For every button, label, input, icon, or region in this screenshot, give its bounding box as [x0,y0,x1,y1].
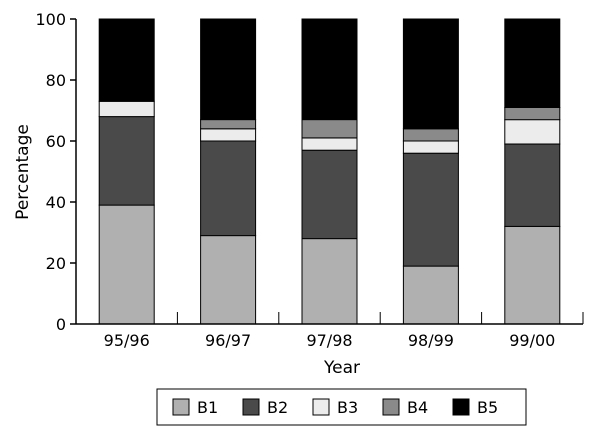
bar-b1-98-99 [402,265,459,325]
legend-swatch-b4 [382,398,400,416]
bar-b1-95-96 [98,204,155,325]
bars-layer [98,18,561,325]
x-tick-label: 98/99 [408,331,454,350]
y-tick-label: 0 [56,315,66,334]
legend-swatch-b5 [452,398,470,416]
bar-b3-99-00 [504,119,561,145]
bar-b4-97-98 [301,119,358,139]
legend-swatch-b3 [312,398,330,416]
bar-b3-98-99 [402,140,459,154]
bar-b1-97-98 [301,238,358,325]
bar-b5-95-96 [98,18,155,102]
y-axis-title: Percentage [13,124,33,220]
bar-b5-96-97 [200,18,257,121]
x-tick-label: 95/96 [104,331,150,350]
bar-b1-99-00 [504,225,561,325]
bar-b5-99-00 [504,18,561,108]
x-ticks: 95/96 96/97 97/98 98/99 99/00 [75,312,584,350]
bar-b2-99-00 [504,143,561,227]
bar-b5-98-99 [402,18,459,130]
bar-b5-97-98 [301,18,358,121]
bar-b4-96-97 [200,119,257,130]
bar-b2-98-99 [402,152,459,267]
bar-b2-95-96 [98,116,155,206]
bar-b4-99-00 [504,107,561,121]
y-tick-label: 60 [46,132,66,151]
bar-b3-96-97 [200,128,257,142]
legend-label-b1: B1 [197,398,218,417]
x-axis-title: Year [323,358,360,378]
x-tick-label: 96/97 [205,331,251,350]
x-tick-label: 99/00 [509,331,555,350]
y-tick-label: 40 [46,193,66,212]
legend-swatch-b2 [242,398,260,416]
legend-label-b2: B2 [267,398,288,417]
bar-b2-96-97 [200,140,257,237]
bar-b2-97-98 [301,149,358,240]
bar-b4-98-99 [402,128,459,142]
bar-b3-97-98 [301,137,358,151]
legend-swatch-b1 [172,398,190,416]
bar-b1-96-97 [200,235,257,325]
legend-label-b4: B4 [407,398,428,417]
legend-box [156,388,527,426]
y-tick-label: 100 [35,10,66,29]
legend: B1 B2 B3 B4 B5 [172,398,498,417]
x-tick-label: 97/98 [306,331,352,350]
bar-b3-95-96 [98,100,155,118]
y-ticks: 0 20 40 60 80 100 [35,10,76,334]
y-tick-label: 80 [46,71,66,90]
legend-label-b5: B5 [477,398,498,417]
y-tick-label: 20 [46,254,66,273]
legend-label-b3: B3 [337,398,358,417]
